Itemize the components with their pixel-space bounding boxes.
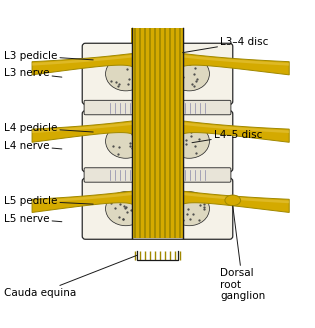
Polygon shape (183, 193, 289, 203)
Text: L5 nerve: L5 nerve (4, 214, 62, 224)
Polygon shape (32, 55, 132, 66)
Text: Cauda equina: Cauda equina (4, 255, 137, 298)
Text: L4 nerve: L4 nerve (4, 141, 62, 151)
FancyBboxPatch shape (131, 28, 184, 238)
Ellipse shape (225, 195, 241, 206)
FancyBboxPatch shape (82, 43, 233, 104)
FancyBboxPatch shape (82, 111, 233, 172)
Polygon shape (32, 53, 132, 75)
Polygon shape (32, 122, 132, 133)
Polygon shape (183, 53, 289, 75)
Text: L4 pedicle: L4 pedicle (4, 123, 93, 133)
Polygon shape (183, 121, 289, 142)
FancyBboxPatch shape (84, 100, 231, 115)
Text: L4–5 disc: L4–5 disc (192, 130, 262, 143)
Ellipse shape (106, 192, 146, 226)
Polygon shape (183, 191, 289, 213)
Ellipse shape (169, 124, 209, 158)
Polygon shape (183, 122, 289, 133)
FancyBboxPatch shape (84, 168, 231, 182)
Ellipse shape (106, 57, 146, 91)
FancyBboxPatch shape (132, 28, 183, 238)
Ellipse shape (106, 124, 146, 158)
Ellipse shape (169, 57, 209, 91)
FancyBboxPatch shape (82, 178, 233, 239)
Text: L5 pedicle: L5 pedicle (4, 196, 93, 206)
Text: L3–4 disc: L3–4 disc (183, 37, 269, 53)
Text: L3 pedicle: L3 pedicle (4, 51, 93, 61)
Ellipse shape (169, 192, 209, 226)
Polygon shape (32, 193, 132, 203)
Polygon shape (32, 121, 132, 142)
Polygon shape (183, 55, 289, 66)
Text: L3 nerve: L3 nerve (4, 68, 62, 78)
Polygon shape (32, 191, 132, 213)
Text: Dorsal
root
ganglion: Dorsal root ganglion (220, 206, 266, 301)
